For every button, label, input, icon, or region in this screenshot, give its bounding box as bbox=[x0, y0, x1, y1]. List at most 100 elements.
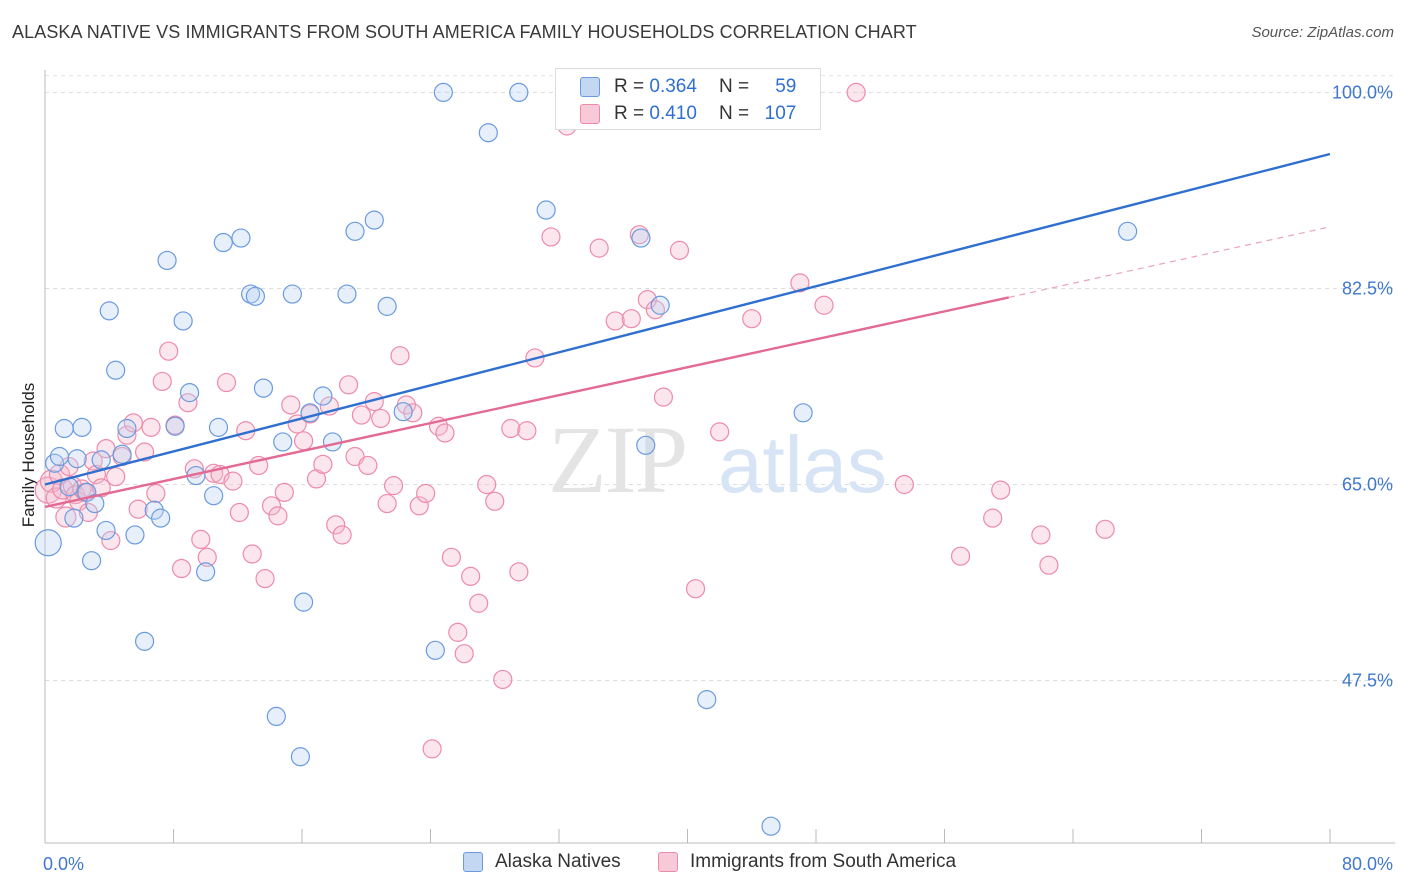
point-alaska-natives bbox=[157, 250, 177, 271]
point-immigrants bbox=[281, 395, 301, 415]
watermark-zip: ZIP bbox=[548, 406, 686, 513]
point-alaska-natives bbox=[64, 508, 84, 528]
point-immigrants bbox=[422, 739, 442, 759]
point-alaska-natives bbox=[290, 747, 310, 767]
point-immigrants bbox=[448, 622, 468, 642]
legend-r-label: R = bbox=[614, 103, 645, 124]
point-immigrants bbox=[710, 422, 730, 442]
point-alaska-natives bbox=[393, 402, 413, 422]
y-tick-label: 65.0% bbox=[1342, 475, 1393, 495]
point-alaska-natives bbox=[650, 295, 670, 315]
y-tick-label: 100.0% bbox=[1332, 82, 1393, 102]
point-immigrants bbox=[991, 480, 1011, 500]
point-alaska-natives bbox=[67, 449, 87, 469]
legend-r-value: 0.410 bbox=[649, 103, 697, 124]
series-alaska-natives bbox=[34, 82, 1138, 836]
point-immigrants bbox=[485, 491, 505, 511]
point-immigrants bbox=[894, 474, 914, 495]
point-immigrants bbox=[469, 593, 489, 613]
point-alaska-natives bbox=[273, 432, 293, 452]
point-immigrants bbox=[685, 579, 706, 599]
point-immigrants bbox=[517, 421, 537, 441]
point-immigrants bbox=[669, 240, 690, 260]
x-tick-label: 0.0% bbox=[43, 854, 84, 874]
point-alaska-natives bbox=[81, 551, 102, 571]
point-alaska-natives bbox=[173, 311, 193, 331]
point-alaska-natives bbox=[231, 228, 251, 248]
point-immigrants bbox=[191, 529, 211, 550]
point-alaska-natives bbox=[96, 520, 116, 541]
point-immigrants bbox=[493, 669, 513, 690]
point-alaska-natives bbox=[536, 200, 556, 220]
legend-row-alaska-natives: R = 0.364 N = 59 bbox=[580, 75, 796, 99]
point-alaska-natives bbox=[478, 123, 498, 143]
x-tick-label: 80.0% bbox=[1342, 854, 1393, 874]
point-immigrants bbox=[950, 546, 971, 566]
point-alaska-natives bbox=[345, 221, 365, 241]
point-immigrants bbox=[377, 493, 397, 514]
legend-row-immigrants: R = 0.410 N = 107 bbox=[580, 102, 796, 126]
point-alaska-natives bbox=[196, 562, 216, 582]
point-alaska-natives bbox=[204, 486, 224, 506]
point-alaska-natives bbox=[49, 446, 70, 467]
point-immigrants bbox=[653, 387, 674, 407]
point-immigrants bbox=[814, 295, 834, 315]
point-alaska-natives bbox=[266, 706, 286, 727]
point-immigrants bbox=[441, 547, 461, 567]
legend-item-alaska-natives[interactable]: Alaska Natives bbox=[463, 851, 621, 873]
point-immigrants bbox=[268, 506, 288, 526]
y-tick-label: 82.5% bbox=[1342, 278, 1393, 298]
legend-r-value: 0.364 bbox=[649, 76, 697, 97]
point-immigrants bbox=[383, 476, 404, 496]
grid-lines bbox=[45, 75, 1395, 682]
point-immigrants bbox=[55, 506, 77, 528]
tick-labels: 47.5% 65.0% 82.5% 100.0% 0.0% 80.0% bbox=[43, 82, 1393, 874]
point-immigrants bbox=[435, 423, 455, 443]
point-immigrants bbox=[621, 309, 641, 329]
point-alaska-natives bbox=[631, 228, 651, 248]
point-immigrants bbox=[390, 346, 410, 366]
point-alaska-natives bbox=[1118, 221, 1138, 241]
point-immigrants bbox=[59, 456, 79, 477]
point-alaska-natives bbox=[425, 640, 445, 660]
point-alaska-natives bbox=[112, 444, 132, 464]
point-immigrants bbox=[101, 530, 121, 551]
point-immigrants bbox=[742, 309, 762, 329]
point-immigrants bbox=[152, 371, 172, 392]
point-alaska-natives bbox=[636, 435, 656, 455]
point-immigrants bbox=[629, 225, 649, 245]
point-immigrants bbox=[1039, 555, 1059, 575]
legend-item-immigrants[interactable]: Immigrants from South America bbox=[658, 851, 956, 873]
point-alaska-natives bbox=[165, 416, 185, 436]
point-immigrants bbox=[477, 474, 497, 495]
point-alaska-natives bbox=[85, 493, 105, 514]
point-alaska-natives bbox=[208, 417, 229, 437]
legend-n-value: 59 bbox=[775, 76, 797, 97]
point-alaska-natives bbox=[99, 301, 119, 321]
point-immigrants bbox=[358, 455, 378, 476]
point-immigrants bbox=[416, 483, 436, 504]
point-alaska-natives bbox=[509, 82, 529, 103]
point-immigrants bbox=[294, 431, 314, 451]
point-immigrants bbox=[141, 417, 161, 437]
point-immigrants bbox=[178, 393, 198, 413]
point-alaska-natives bbox=[433, 82, 453, 103]
legend-swatch-blue bbox=[463, 852, 483, 872]
legend-swatch-pink bbox=[580, 104, 600, 124]
point-immigrants bbox=[983, 508, 1003, 528]
point-immigrants bbox=[1095, 519, 1115, 539]
point-alaska-natives bbox=[697, 690, 717, 710]
point-immigrants bbox=[255, 569, 275, 589]
legend-r-label: R = bbox=[614, 76, 645, 97]
point-immigrants bbox=[846, 82, 866, 103]
point-immigrants bbox=[338, 375, 359, 395]
point-alaska-natives bbox=[337, 284, 357, 304]
point-immigrants bbox=[351, 405, 372, 425]
point-immigrants bbox=[223, 471, 243, 491]
point-alaska-natives bbox=[761, 816, 781, 836]
point-alaska-natives bbox=[294, 592, 314, 612]
point-alaska-natives bbox=[377, 296, 397, 316]
point-immigrants bbox=[790, 273, 810, 293]
chart-title: ALASKA NATIVE VS IMMIGRANTS FROM SOUTH A… bbox=[12, 22, 917, 42]
